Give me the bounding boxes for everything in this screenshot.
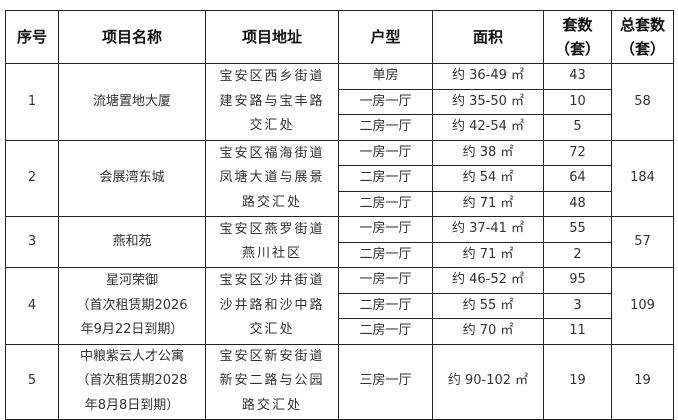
project-name: 流塘置地大厦 — [58, 63, 206, 141]
unit-count: 11 — [543, 318, 612, 345]
unit-area: 约 36-49 ㎡ — [432, 63, 544, 90]
unit-type: 二房一厅 — [338, 190, 433, 217]
header-count: 套数 （套） — [543, 10, 612, 64]
header-type: 户型 — [338, 10, 433, 64]
project-name-line: 会展湾东城 — [99, 170, 165, 185]
unit-type: 二房一厅 — [338, 165, 433, 192]
unit-area: 约 38 ㎡ — [432, 139, 544, 166]
unit-count: 72 — [543, 139, 612, 166]
unit-area: 约 55 ㎡ — [432, 292, 544, 319]
unit-area: 约 90-102 ㎡ — [432, 343, 544, 420]
project-name-line: 星河荣御 — [105, 273, 158, 288]
project-name-line: 中粮紫云人才公寓 — [79, 348, 184, 364]
project-name: 星河荣御 （首次租赁期2026 年9月22日到期） — [58, 267, 206, 345]
project-no: 2 — [5, 139, 59, 217]
unit-area: 约 71 ㎡ — [432, 190, 544, 217]
project-no: 1 — [5, 63, 59, 141]
table-row: 二房一厅约 42-54 ㎡ 5 — [6, 114, 674, 141]
unit-type: 一房一厅 — [338, 88, 433, 115]
project-address-line: 凤塘大道与展景 — [219, 170, 325, 185]
project-address: 宝安区西乡街道 建安路与宝丰路 交汇处 — [205, 63, 339, 141]
unit-area: 约 54 ㎡ — [432, 165, 544, 192]
unit-type: 一房一厅 — [338, 216, 433, 243]
project-total: 19 — [611, 343, 674, 420]
project-no: 4 — [5, 267, 59, 345]
project-address: 宝安区沙井街道 沙井路和沙中路 交汇处 — [205, 267, 339, 345]
unit-area: 约 70 ㎡ — [432, 318, 544, 345]
table-row: 5 中粮紫云人才公寓 （首次租赁期2028 年8月8日到期） 宝安区新安街道 新安二路与公… — [5, 343, 674, 420]
unit-count: 64 — [543, 165, 612, 192]
project-address-line: 路交汇处 — [241, 194, 302, 210]
project-address-line: 宝安区沙井街道 — [219, 273, 325, 288]
table-row: 4 星河荣御 （首次租赁期2026 年9月22日到期） 宝安区沙井街道 沙井路和沙中路 交汇… — [5, 267, 674, 345]
project-name-line: 年8月8日到期） — [84, 397, 180, 413]
project-total: 109 — [611, 267, 674, 345]
unit-count: 5 — [543, 114, 612, 141]
table-row: 一房一厅约 35-50 ㎡ 10 — [6, 88, 674, 115]
table-row: 二房一厅约 55 ㎡ 3 — [6, 292, 674, 319]
header-row: 序号 项目名称 项目地址 户型 面积 套数 （套） 总套数 （套） — [5, 10, 674, 64]
project-address-line: 沙井路和沙中路 — [219, 297, 325, 313]
unit-count: 19 — [543, 343, 612, 420]
unit-count: 2 — [543, 241, 612, 268]
unit-type: 二房一厅 — [338, 292, 433, 319]
unit-count: 48 — [543, 190, 612, 217]
project-no: 5 — [5, 343, 59, 420]
unit-type: 二房一厅 — [338, 241, 433, 268]
project-address-line: 新安二路与公园 — [219, 373, 325, 389]
project-name-line: 燕和苑 — [112, 233, 152, 249]
project-address-line: 宝安区燕罗街道 — [219, 221, 325, 237]
unit-area: 约 42-54 ㎡ — [432, 114, 544, 141]
project-total: 57 — [611, 216, 674, 268]
project-address-line: 宝安区西乡街道 — [219, 69, 325, 84]
unit-area: 约 37-41 ㎡ — [432, 216, 544, 243]
unit-area: 约 46-52 ㎡ — [432, 267, 544, 294]
project-address-line: 燕川社区 — [241, 246, 302, 261]
unit-area: 约 71 ㎡ — [432, 241, 544, 268]
project-address: 宝安区燕罗街道 燕川社区 — [205, 216, 339, 268]
project-address-line: 宝安区福海街道 — [219, 145, 325, 161]
unit-type: 二房一厅 — [338, 318, 433, 345]
header-address: 项目地址 — [205, 10, 339, 64]
project-name-line: （首次租赁期2026 — [76, 297, 188, 313]
project-address: 宝安区福海街道 凤塘大道与展景 路交汇处 — [205, 139, 339, 217]
unit-type: 单房 — [338, 63, 433, 90]
header-name: 项目名称 — [58, 10, 206, 64]
header-total: 总套数 （套） — [611, 10, 674, 64]
table-row: 二房一厅约 54 ㎡ 64 — [6, 165, 674, 192]
table-row: 1 流塘置地大厦 宝安区西乡街道 建安路与宝丰路 交汇处 单房约 36-49 ㎡ 43 58 — [5, 63, 674, 141]
project-total: 58 — [611, 63, 674, 141]
housing-table: 序号 项目名称 项目地址 户型 面积 套数 （套） 总套数 （套） 1 流塘置地大厦宝… — [5, 10, 674, 420]
unit-type: 三房一厅 — [338, 343, 433, 420]
project-address-line: 建安路与宝丰路 — [219, 93, 325, 109]
unit-count: 3 — [543, 292, 612, 319]
table-row: 3 燕和苑 宝安区燕罗街道 燕川社区 一房一厅约 37-41 ㎡ 55 57 — [5, 216, 674, 268]
table-row: 2 会展湾东城 宝安区福海街道 凤塘大道与展景 路交汇处 一房一厅约 38 ㎡ 72 184 — [5, 139, 674, 217]
project-address-line: 路交汇处 — [241, 397, 302, 413]
unit-count: 43 — [543, 63, 612, 90]
header-area: 面积 — [432, 10, 544, 64]
project-address: 宝安区新安街道 新安二路与公园 路交汇处 — [205, 343, 339, 420]
project-no: 3 — [5, 216, 59, 268]
table-row: 二房一厅约 70 ㎡ 11 — [6, 318, 674, 345]
table-row: 二房一厅约 71 ㎡ 48 — [6, 190, 674, 217]
unit-type: 二房一厅 — [338, 114, 433, 141]
unit-count: 10 — [543, 88, 612, 115]
project-address-line: 宝安区新安街道 — [219, 348, 325, 364]
unit-type: 一房一厅 — [338, 267, 433, 294]
project-name-line: 年9月22日到期） — [80, 322, 184, 337]
project-name-line: （首次租赁期2028 — [76, 373, 188, 389]
unit-count: 55 — [543, 216, 612, 243]
header-no: 序号 — [5, 10, 59, 64]
project-name: 会展湾东城 — [58, 139, 206, 217]
project-name: 中粮紫云人才公寓 （首次租赁期2028 年8月8日到期） — [58, 343, 206, 420]
unit-count: 95 — [543, 267, 612, 294]
project-total: 184 — [611, 139, 674, 217]
project-name: 燕和苑 — [58, 216, 206, 268]
project-address-line: 交汇处 — [249, 322, 295, 337]
unit-type: 一房一厅 — [338, 139, 433, 166]
project-address-line: 交汇处 — [249, 118, 295, 133]
unit-area: 约 35-50 ㎡ — [432, 88, 544, 115]
project-name-line: 流塘置地大厦 — [92, 93, 171, 109]
